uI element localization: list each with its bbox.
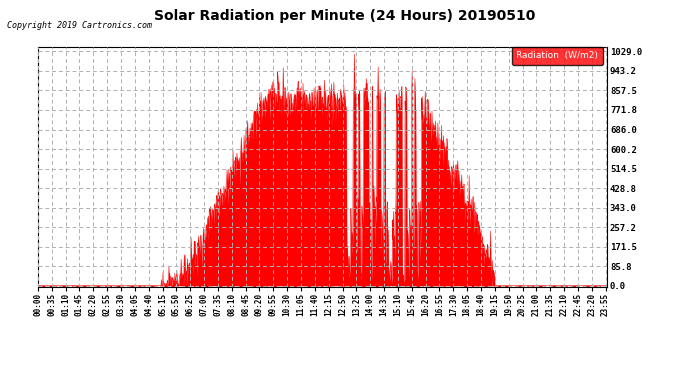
Text: Copyright 2019 Cartronics.com: Copyright 2019 Cartronics.com	[7, 21, 152, 30]
Legend: Radiation  (W/m2): Radiation (W/m2)	[512, 46, 602, 64]
Text: Solar Radiation per Minute (24 Hours) 20190510: Solar Radiation per Minute (24 Hours) 20…	[155, 9, 535, 23]
